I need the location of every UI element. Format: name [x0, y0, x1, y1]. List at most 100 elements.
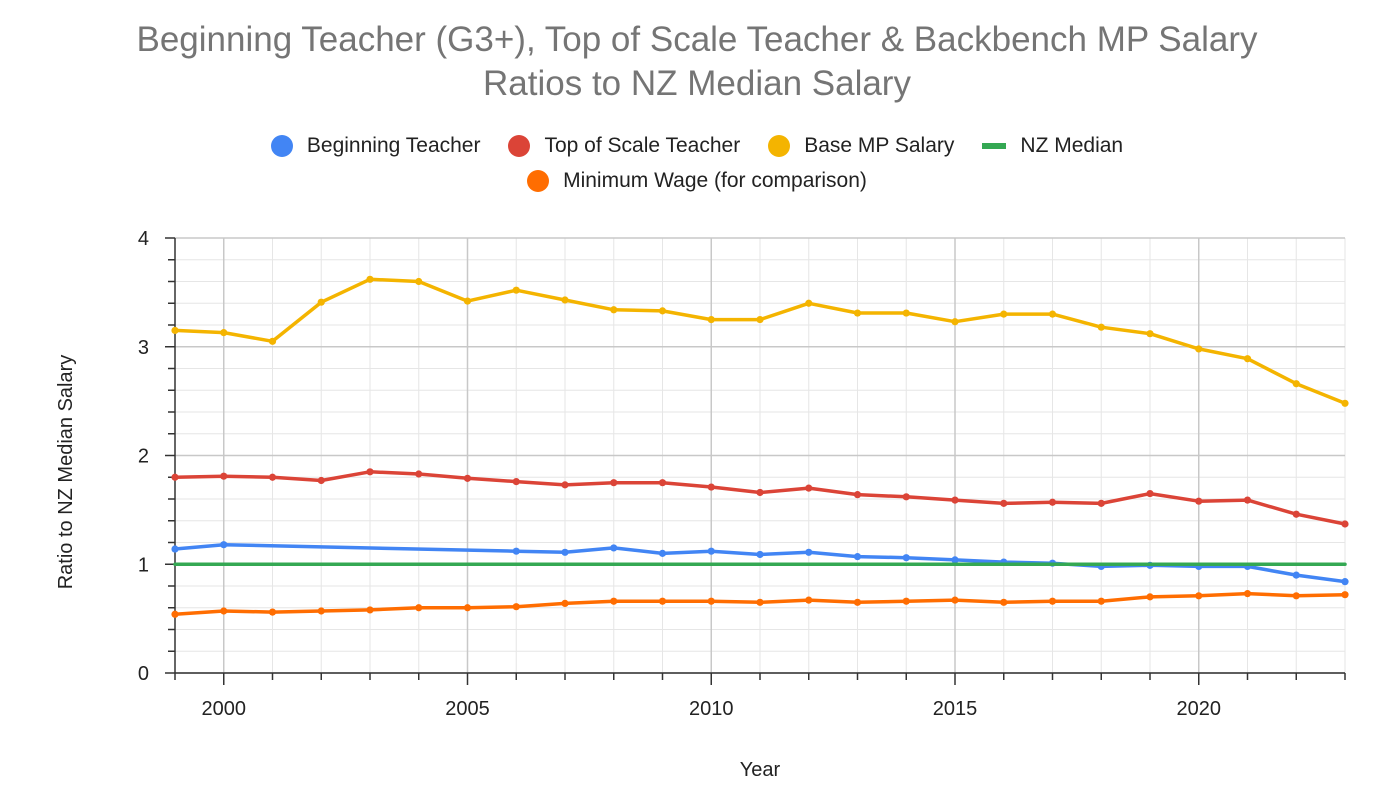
base-mp-salary-point: [853, 309, 862, 317]
minimum-wage-for-comparison-point: [220, 607, 228, 615]
top-of-scale-teacher-point: [220, 472, 228, 480]
beginning-teacher-point: [610, 544, 618, 552]
minimum-wage-for-comparison-point: [1243, 590, 1252, 598]
base-mp-salary-point: [1195, 345, 1203, 353]
minimum-wage-for-comparison-point: [512, 603, 520, 611]
minimum-wage-for-comparison-point: [1000, 598, 1008, 606]
minimum-wage-for-comparison-point: [1097, 597, 1105, 605]
tick-labels: 2000 2005 2010 2015 2020 0 1 2 3 4: [138, 228, 1221, 720]
base-mp-salary-point: [756, 315, 764, 324]
top-of-scale-teacher-point: [756, 488, 764, 497]
minimum-wage-for-comparison-point: [707, 597, 715, 605]
top-of-scale-teacher-point: [707, 483, 715, 491]
base-mp-salary-point: [512, 286, 520, 294]
base-mp-salary-point: [805, 299, 813, 307]
beginning-teacher-point: [220, 541, 228, 549]
beginning-teacher-point: [853, 553, 862, 561]
legend-swatch-beginning-teacher: [270, 135, 293, 157]
y-tick-label: 1: [138, 554, 149, 576]
beginning-teacher-point: [707, 547, 715, 555]
top-of-scale-teacher-point: [463, 474, 472, 482]
beginning-teacher-point: [658, 549, 667, 557]
minimum-wage-for-comparison-point: [1048, 597, 1057, 605]
base-mp-salary-point: [1048, 310, 1057, 318]
chart-title-line-2: Ratios to NZ Median Salary: [483, 64, 911, 103]
top-of-scale-teacher-point: [610, 479, 618, 487]
minimum-wage-for-comparison-point: [610, 597, 618, 605]
y-tick-label: 0: [138, 663, 149, 685]
series-minimum-wage-for-comparison: [171, 590, 1349, 618]
beginning-teacher-point: [1292, 571, 1300, 579]
beginning-teacher-point: [1341, 578, 1349, 586]
top-of-scale-teacher-point: [561, 481, 569, 489]
legend-label-top-of-scale-teacher: Top of Scale Teacher: [544, 134, 741, 157]
series-top-of-scale-teacher: [171, 468, 1349, 528]
beginning-teacher-point: [951, 556, 959, 564]
legend-item-top-of-scale-teacher: Top of Scale Teacher: [508, 134, 740, 158]
minimum-wage-for-comparison-point: [1146, 593, 1154, 601]
base-mp-salary-point: [1292, 380, 1300, 388]
x-tick-label: 2020: [1177, 698, 1222, 720]
x-tick-label: 2010: [689, 698, 734, 720]
base-mp-salary-point: [1341, 399, 1349, 407]
beginning-teacher-point: [805, 548, 813, 556]
beginning-teacher-point: [512, 547, 520, 555]
x-tick-label: 2000: [202, 698, 247, 720]
base-mp-salary-point: [902, 309, 910, 317]
top-of-scale-teacher-point: [1048, 498, 1057, 506]
top-of-scale-teacher-point: [951, 496, 959, 504]
top-of-scale-teacher-point: [1243, 496, 1252, 504]
top-of-scale-teacher-point: [902, 493, 910, 501]
x-tick-label: 2005: [445, 698, 490, 720]
legend-swatch-minimum-wage: [527, 170, 550, 192]
minimum-wage-for-comparison-point: [463, 604, 472, 612]
base-mp-salary-point: [561, 296, 569, 304]
top-of-scale-teacher-point: [512, 478, 520, 486]
top-of-scale-teacher-point: [658, 479, 667, 487]
top-of-scale-teacher-point: [366, 468, 374, 476]
legend-item-beginning-teacher: Beginning Teacher: [270, 134, 481, 158]
minimum-wage-for-comparison-point: [805, 596, 813, 604]
legend-label-beginning-teacher: Beginning Teacher: [306, 134, 481, 157]
y-tick-label: 4: [138, 228, 149, 250]
legend-second-row: Minimum Wage (for comparison): [0, 169, 1394, 193]
base-mp-salary-point: [1243, 355, 1252, 363]
top-of-scale-teacher-point: [1195, 497, 1203, 505]
base-mp-salary-point: [610, 306, 618, 314]
minimum-wage-for-comparison-point: [1292, 592, 1300, 600]
y-tick-label: 3: [138, 337, 149, 359]
top-of-scale-teacher-point: [805, 484, 813, 492]
data-series: [171, 275, 1349, 618]
base-mp-salary-point: [366, 275, 374, 283]
minimum-wage-for-comparison-point: [268, 608, 277, 616]
base-mp-salary-point: [658, 307, 667, 315]
legend: Beginning Teacher Top of Scale Teacher B…: [0, 134, 1394, 158]
base-mp-salary-point: [1000, 310, 1008, 318]
base-mp-salary-point: [707, 315, 715, 324]
base-mp-salary-point: [268, 337, 277, 345]
top-of-scale-teacher-point: [1000, 499, 1008, 507]
chart-title-line-1: Beginning Teacher (G3+), Top of Scale Te…: [136, 20, 1258, 59]
minimum-wage-for-comparison-point: [171, 610, 179, 618]
minimum-wage-for-comparison-point: [415, 604, 423, 612]
top-of-scale-teacher-point: [1341, 520, 1349, 528]
minimum-wage-for-comparison-point: [658, 597, 667, 605]
base-mp-salary-point: [463, 297, 472, 305]
y-axis-title: Ratio to NZ Median Salary: [55, 355, 77, 590]
beginning-teacher-point: [561, 548, 569, 556]
legend-swatch-base-mp-salary: [768, 135, 791, 157]
base-mp-salary-point: [171, 326, 179, 335]
minimum-wage-for-comparison-point: [317, 607, 325, 615]
top-of-scale-teacher-point: [317, 476, 325, 485]
minimum-wage-for-comparison-point: [1341, 591, 1349, 599]
beginning-teacher-point: [756, 550, 764, 559]
minimum-wage-for-comparison-point: [1195, 592, 1203, 600]
legend-item-base-mp-salary: Base MP Salary: [768, 134, 954, 158]
legend-label-base-mp-salary: Base MP Salary: [804, 134, 955, 157]
minimum-wage-for-comparison-point: [902, 597, 910, 605]
legend-item-minimum-wage: Minimum Wage (for comparison): [527, 169, 867, 193]
beginning-teacher-point: [902, 554, 910, 562]
legend-label-nz-median: NZ Median: [1020, 134, 1124, 157]
legend-item-nz-median: NZ Median: [982, 134, 1123, 158]
minimum-wage-for-comparison-point: [951, 596, 959, 604]
